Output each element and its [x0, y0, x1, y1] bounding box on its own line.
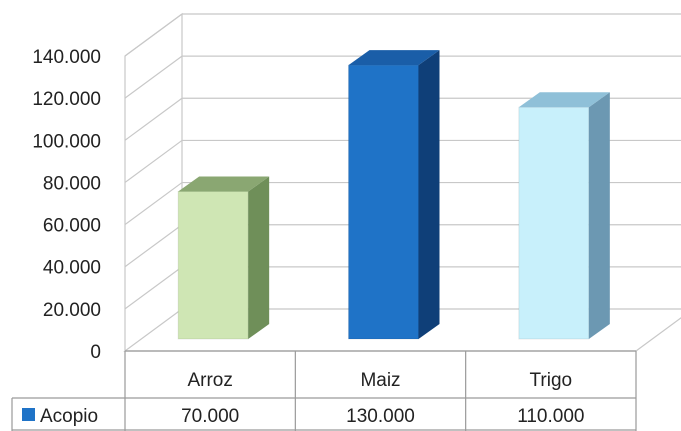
- data-value-trigo: 110.000: [517, 406, 584, 427]
- category-label-arroz: Arroz: [187, 370, 232, 391]
- bar-front: [518, 106, 590, 340]
- gridline-diagonal: [124, 266, 183, 310]
- bar-side: [248, 176, 270, 339]
- bar-top: [518, 92, 610, 108]
- y-axis-ticks: 0 20.000 40.000 60.000 80.000 100.000 12…: [32, 47, 101, 363]
- bar-side: [418, 50, 440, 339]
- y-tick-label: 80.000: [43, 173, 101, 194]
- chart-side-wall: [124, 12, 183, 351]
- bars: [177, 50, 610, 340]
- data-table: Arroz Maiz Trigo Acopio 70.000 130.000 1…: [11, 350, 637, 431]
- bar-arroz: [177, 176, 270, 340]
- bar-top: [348, 50, 440, 66]
- category-label-maiz: Maiz: [360, 370, 400, 391]
- y-tick-label: 120.000: [32, 89, 101, 110]
- y-tick-label: 60.000: [43, 216, 101, 237]
- legend-key: [22, 408, 35, 421]
- gridline-diagonal: [124, 97, 183, 141]
- y-tick-label: 140.000: [32, 47, 101, 68]
- category-label-trigo: Trigo: [530, 370, 573, 391]
- bar-top: [178, 176, 270, 192]
- y-tick-label: 0: [90, 342, 101, 363]
- series-row-label: Acopio: [40, 406, 98, 427]
- gridline-diagonal: [124, 139, 183, 183]
- y-tick-label: 20.000: [43, 300, 101, 321]
- gridline-diagonal: [124, 13, 183, 57]
- bar-trigo: [518, 92, 610, 340]
- gridline-diagonal: [124, 224, 183, 268]
- bar-side: [588, 92, 610, 339]
- table-grid-lines: [11, 350, 637, 431]
- data-value-maiz: 130.000: [346, 406, 415, 427]
- gridline-diagonal: [124, 182, 183, 226]
- bar-front: [348, 64, 419, 340]
- y-tick-label: 40.000: [43, 258, 101, 279]
- y-tick-label: 100.000: [32, 131, 101, 152]
- bar-maiz: [348, 50, 440, 340]
- gridline-diagonal: [124, 55, 183, 99]
- data-value-arroz: 70.000: [181, 406, 239, 427]
- bar-front: [177, 191, 249, 340]
